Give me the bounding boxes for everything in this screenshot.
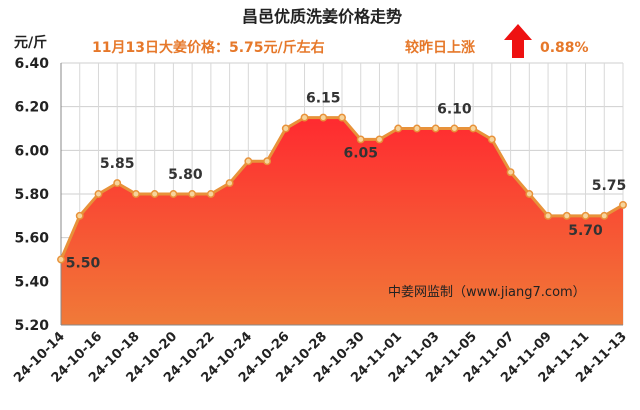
data-point	[57, 255, 65, 264]
data-point	[263, 157, 272, 166]
data-label: 5.80	[168, 167, 203, 183]
data-point	[225, 179, 234, 188]
data-label: 5.70	[568, 223, 603, 239]
up-arrow-icon	[504, 24, 532, 58]
data-point	[525, 190, 534, 198]
data-point	[94, 190, 103, 198]
change-label: 较昨日上涨	[405, 39, 475, 56]
data-point	[506, 168, 515, 177]
data-point	[600, 211, 609, 220]
data-point	[619, 200, 627, 209]
y-tick-label: 5.40	[14, 274, 49, 290]
data-point	[394, 124, 403, 133]
data-point	[412, 124, 421, 133]
data-point	[300, 113, 309, 122]
data-point	[244, 157, 253, 166]
data-point	[150, 190, 159, 198]
data-point	[75, 211, 84, 220]
data-point	[131, 190, 140, 198]
data-point	[544, 211, 553, 220]
data-point	[169, 190, 178, 198]
watermark: 中姜网监制（www.jiang7.com）	[388, 285, 586, 300]
data-point	[581, 211, 590, 220]
y-tick-label: 6.20	[14, 100, 49, 116]
y-tick-label: 6.00	[14, 143, 49, 159]
chart-title: 昌邑优质洗姜价格走势	[242, 7, 402, 26]
y-tick-label: 6.40	[14, 56, 49, 72]
data-point	[450, 124, 459, 133]
y-tick-label: 5.20	[14, 318, 49, 334]
data-label: 5.85	[100, 156, 135, 172]
data-label: 5.50	[66, 256, 101, 272]
data-point	[281, 124, 290, 133]
data-point	[562, 211, 571, 220]
data-point	[319, 113, 328, 122]
data-point	[375, 135, 384, 144]
data-label: 6.15	[306, 91, 341, 107]
change-value: 0.88%	[540, 40, 589, 56]
data-point	[113, 179, 122, 188]
data-label: 6.10	[437, 102, 472, 118]
data-point	[206, 190, 215, 198]
data-point	[188, 190, 197, 198]
data-label: 5.75	[592, 178, 627, 194]
data-point	[431, 124, 440, 133]
data-label: 6.05	[343, 145, 378, 161]
price-headline: 11月13日大姜价格：5.75元/斤左右	[92, 39, 325, 56]
data-point	[469, 124, 478, 133]
price-area	[61, 117, 623, 325]
y-tick-label: 5.60	[14, 231, 49, 247]
data-point	[356, 135, 365, 144]
data-point	[338, 113, 346, 122]
y-axis-unit: 元/斤	[14, 34, 47, 51]
data-point	[487, 135, 496, 144]
y-tick-label: 5.80	[14, 187, 49, 203]
